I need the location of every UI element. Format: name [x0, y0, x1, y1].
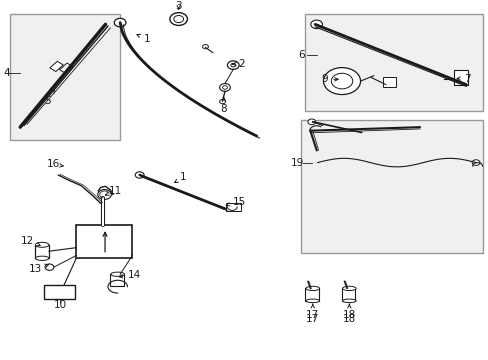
Bar	[305, 288, 318, 301]
Text: 8: 8	[220, 98, 227, 114]
Text: 6: 6	[298, 50, 305, 60]
Text: 2: 2	[232, 59, 245, 69]
Text: 5: 5	[43, 90, 55, 105]
Bar	[60, 63, 73, 73]
Circle shape	[323, 68, 360, 95]
Text: 18: 18	[342, 314, 355, 324]
Bar	[35, 245, 49, 258]
Text: 4: 4	[4, 68, 10, 78]
Circle shape	[169, 13, 187, 26]
Bar	[50, 61, 63, 72]
Text: 7: 7	[456, 73, 470, 84]
Ellipse shape	[305, 286, 319, 291]
Bar	[110, 274, 123, 285]
Text: 18: 18	[342, 304, 355, 320]
Circle shape	[98, 189, 111, 199]
Bar	[43, 285, 75, 299]
Ellipse shape	[305, 299, 319, 303]
Circle shape	[310, 20, 322, 28]
Text: 19: 19	[290, 158, 303, 168]
Circle shape	[173, 15, 183, 23]
Circle shape	[471, 160, 479, 166]
Text: 3: 3	[175, 1, 182, 11]
Text: 1: 1	[137, 33, 150, 44]
Text: 16: 16	[47, 159, 63, 169]
Text: 12: 12	[21, 235, 40, 246]
Circle shape	[45, 264, 54, 270]
Bar	[453, 71, 467, 85]
Circle shape	[307, 119, 315, 125]
Ellipse shape	[342, 299, 355, 303]
Bar	[76, 225, 132, 258]
Text: 10: 10	[54, 301, 66, 310]
Text: 9: 9	[321, 74, 338, 84]
Text: 14: 14	[119, 270, 141, 280]
Bar	[341, 288, 354, 301]
Bar	[300, 120, 483, 253]
Circle shape	[219, 99, 225, 104]
Circle shape	[230, 63, 235, 67]
Text: 17: 17	[305, 314, 319, 324]
Ellipse shape	[35, 256, 49, 260]
Text: 13: 13	[29, 264, 48, 274]
Circle shape	[114, 18, 126, 27]
Text: 1: 1	[174, 172, 186, 183]
Bar	[225, 203, 240, 211]
Ellipse shape	[111, 272, 124, 276]
Ellipse shape	[35, 242, 49, 247]
Text: 15: 15	[226, 197, 246, 207]
Ellipse shape	[342, 286, 355, 291]
Bar	[305, 14, 483, 111]
Circle shape	[222, 86, 227, 89]
Bar	[383, 77, 395, 87]
Circle shape	[135, 172, 144, 178]
Text: 17: 17	[305, 304, 319, 320]
Circle shape	[227, 61, 239, 69]
Circle shape	[330, 73, 352, 89]
Circle shape	[202, 45, 208, 49]
Bar	[10, 14, 120, 140]
Text: 11: 11	[105, 186, 122, 196]
Circle shape	[219, 84, 230, 91]
